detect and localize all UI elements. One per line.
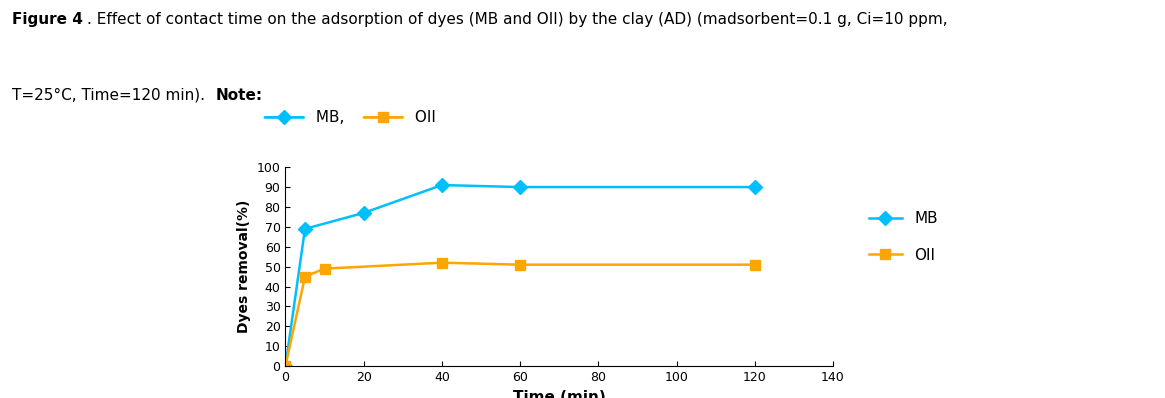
Text: T=25°C, Time=120 min).: T=25°C, Time=120 min).	[12, 88, 210, 103]
X-axis label: Time (min): Time (min)	[513, 390, 606, 398]
Y-axis label: Dyes removal(%): Dyes removal(%)	[238, 200, 252, 334]
Legend: MB, OII: MB, OII	[862, 205, 944, 269]
Text: Figure 4: Figure 4	[12, 12, 83, 27]
Text: MB,: MB,	[311, 110, 345, 125]
Text: OII: OII	[410, 110, 436, 125]
Text: Note:: Note:	[216, 88, 262, 103]
Text: . Effect of contact time on the adsorption of dyes (MB and OII) by the clay (AD): . Effect of contact time on the adsorpti…	[87, 12, 948, 27]
